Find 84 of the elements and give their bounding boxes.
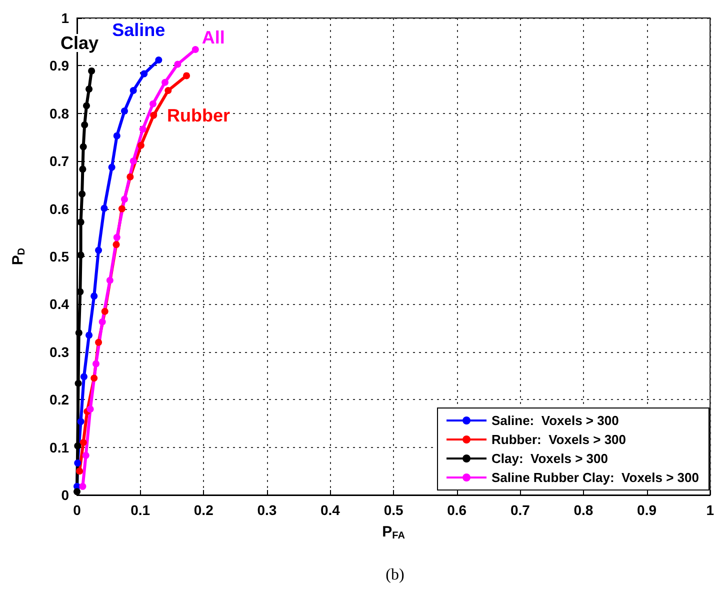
point [74, 442, 82, 450]
point [108, 164, 116, 171]
point [113, 132, 120, 140]
point [140, 70, 148, 78]
x-tick-label: 0.6 [447, 502, 467, 518]
point [150, 112, 158, 119]
x-tick-label: 0.5 [384, 502, 404, 518]
point [79, 166, 86, 173]
point [98, 318, 106, 326]
point [74, 460, 82, 467]
point [174, 60, 182, 68]
point [149, 100, 156, 108]
point [77, 218, 84, 226]
point [130, 158, 137, 165]
legend-label: Saline Rubber Clay: Voxels > 300 [492, 470, 700, 485]
point [113, 234, 120, 241]
annotation: Rubber [167, 106, 230, 126]
point [75, 329, 82, 336]
x-tick-label: 0.9 [637, 502, 657, 518]
point [86, 86, 93, 93]
x-tick-label: 0.7 [510, 502, 530, 518]
y-tick-label: 0.6 [50, 200, 70, 217]
point [83, 102, 90, 110]
legend-label: Saline: Voxels > 300 [492, 413, 619, 428]
point [74, 380, 82, 387]
point [81, 121, 88, 128]
y-tick-label: 0 [61, 487, 70, 503]
annotation: Saline [112, 20, 166, 40]
point [137, 142, 144, 149]
point [183, 72, 190, 80]
legend-label: Rubber: Voxels > 300 [492, 432, 626, 447]
point [80, 143, 87, 150]
x-tick-label: 0.3 [257, 502, 277, 518]
point [112, 241, 120, 248]
point [95, 338, 102, 346]
point [192, 46, 199, 53]
x-tick-label: 0 [73, 502, 82, 518]
x-tick-label: 1 [706, 502, 714, 518]
annotation: All [202, 27, 225, 48]
x-tick-label: 0.8 [574, 502, 594, 518]
point [90, 292, 98, 300]
point [80, 439, 87, 446]
y-tick-label: 0.1 [50, 439, 70, 456]
y-tick-label: 0.9 [50, 58, 70, 74]
x-tick-label: 0.2 [194, 502, 214, 518]
point [95, 246, 102, 254]
point [101, 308, 108, 315]
point [77, 418, 84, 426]
point [86, 332, 93, 339]
point [164, 87, 172, 94]
y-tick-label: 0.8 [50, 105, 70, 122]
point [82, 452, 90, 459]
annotation: Clay [60, 32, 99, 53]
point [92, 360, 100, 368]
y-axis-title: PD [10, 248, 28, 266]
x-tick-label: 0.1 [130, 502, 150, 518]
point [130, 87, 137, 94]
y-tick-label: 0.5 [50, 248, 70, 264]
point [155, 56, 162, 64]
y-tick-label: 0.3 [50, 344, 70, 360]
text: (b) [386, 566, 404, 584]
point [120, 108, 128, 115]
x-tick-label: 0.4 [320, 502, 340, 518]
point [100, 204, 108, 212]
y-tick-label: 1 [61, 10, 70, 26]
point [86, 406, 94, 413]
point [139, 126, 146, 133]
point [74, 488, 80, 496]
legend-label: Clay: Voxels > 300 [492, 451, 608, 466]
point [106, 276, 114, 284]
point [118, 205, 126, 212]
point [78, 190, 86, 198]
point [88, 67, 96, 74]
point [77, 252, 84, 259]
y-tick-label: 0.2 [50, 392, 70, 408]
point [80, 373, 88, 380]
point [79, 482, 86, 490]
point [76, 468, 84, 475]
point [162, 78, 168, 86]
y-tick-label: 0.4 [50, 296, 70, 312]
point [120, 196, 128, 203]
point [126, 173, 134, 180]
point [90, 374, 98, 382]
y-tick-label: 0.7 [50, 153, 70, 170]
